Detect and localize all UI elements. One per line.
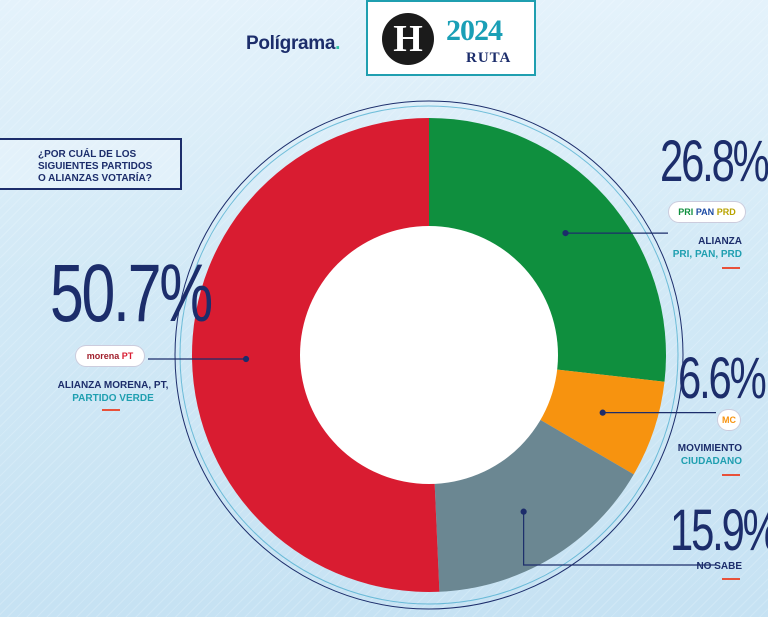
question-text: ¿POR CUÁL DE LOS SIGUIENTES PARTIDOS O A… [38,149,153,184]
label-no-sabe: NO SABE [696,561,742,572]
pri-pan-prd-logo: PRI PAN PRD [669,202,745,222]
pct-no-sabe: 15.9% [670,498,768,563]
pct-alianza-pri-pan-prd: 26.8% [660,129,768,194]
leader-line-no-sabe [523,511,716,566]
dash-pri-pan-prd [722,267,740,269]
donut-hole [300,226,558,484]
poligrama-logo: Polígrama. [246,33,341,54]
question-box: ¿POR CUÁL DE LOS SIGUIENTES PARTIDOS O A… [0,138,182,190]
dash-no-sabe [722,578,740,580]
heraldo-ruta-logo: H 2024 RUTA [366,0,536,76]
dash-morena [102,409,120,411]
pct-alianza-morena: 50.7% [50,248,213,339]
label-movimiento-ciudadano: MOVIMIENTO CIUDADANO [677,443,742,467]
label-alianza-pri-pan-prd: ALIANZA PRI, PAN, PRD [672,236,742,260]
outer-ring-2 [179,105,679,605]
dash-mc [722,474,740,476]
label-alianza-morena: ALIANZA MORENA, PT, PARTIDO VERDE [57,380,169,404]
pct-movimiento-ciudadano: 6.6% [678,346,767,411]
mc-logo: MC [718,410,740,430]
morena-pt-verde-logo: morena PT [76,346,144,366]
outer-ring-1 [174,100,684,610]
ruta-caption: RUTA [466,50,512,66]
heraldo-h-logo: H [382,13,434,65]
ruta-year: 2024 [446,14,503,47]
